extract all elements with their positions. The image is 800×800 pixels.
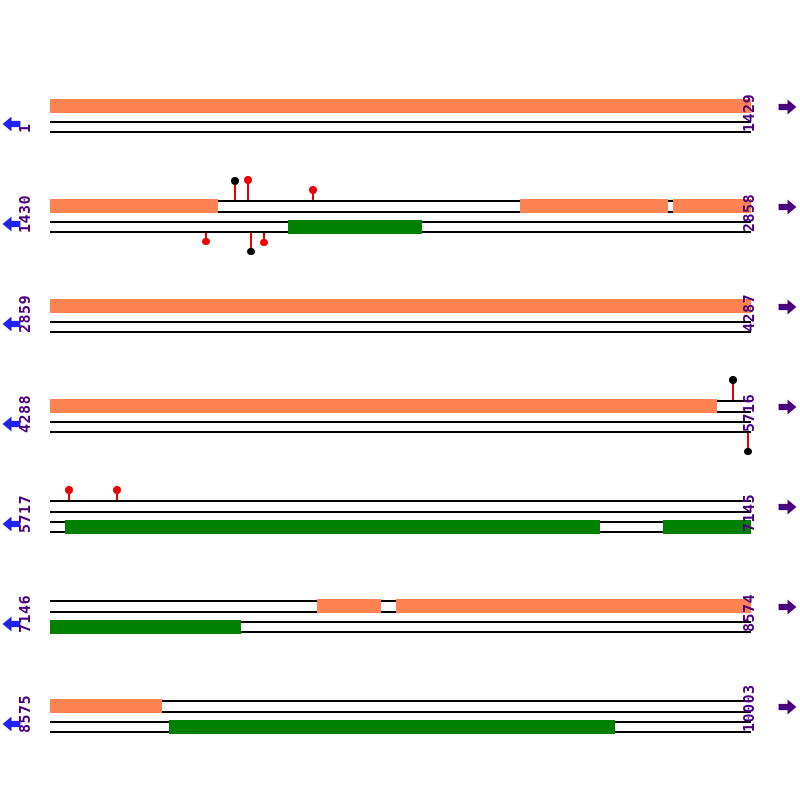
orf-reverse-segment[interactable]: [288, 219, 422, 234]
orf-forward-segment[interactable]: [50, 298, 751, 313]
forward-track-line: [50, 700, 751, 702]
left-strand-arrow-icon[interactable]: [2, 516, 21, 532]
row-start-coordinate: 4288: [16, 394, 34, 433]
marker-stem: [247, 180, 249, 200]
orf-forward-segment[interactable]: [50, 398, 717, 413]
orf-reverse-segment[interactable]: [65, 519, 600, 534]
left-strand-arrow-icon[interactable]: [2, 616, 21, 632]
site-marker-dot[interactable]: [65, 486, 73, 494]
marker-stem: [205, 232, 207, 242]
row-start-coordinate: 2859: [16, 294, 34, 333]
forward-track-line: [50, 511, 751, 513]
marker-stem: [263, 232, 265, 243]
site-marker-dot[interactable]: [244, 176, 252, 184]
orf-forward-segment[interactable]: [50, 98, 751, 113]
marker-stem: [116, 490, 118, 500]
right-strand-arrow-icon[interactable]: [778, 598, 797, 615]
row-end-coordinate: 1429: [740, 93, 758, 132]
row-start-coordinate: 5717: [16, 494, 34, 533]
left-strand-arrow-icon[interactable]: [2, 416, 21, 432]
orf-forward-segment[interactable]: [673, 198, 751, 213]
site-marker-dot[interactable]: [113, 486, 121, 494]
marker-stem: [747, 432, 749, 452]
orf-forward-segment[interactable]: [396, 598, 751, 613]
orf-reverse-segment[interactable]: [50, 619, 241, 634]
site-marker-dot[interactable]: [729, 376, 737, 384]
forward-track-line: [50, 211, 751, 213]
reverse-track-line: [50, 631, 751, 633]
row-end-coordinate: 4287: [740, 293, 758, 332]
reverse-track-line: [50, 121, 751, 123]
left-strand-arrow-icon[interactable]: [2, 316, 21, 332]
reverse-track-line: [50, 431, 751, 433]
row-start-coordinate: 1: [16, 123, 34, 133]
site-marker-dot[interactable]: [744, 447, 752, 456]
site-marker-dot[interactable]: [202, 237, 210, 246]
row-start-coordinate: 7146: [16, 594, 34, 633]
orf-reverse-segment[interactable]: [663, 519, 751, 534]
right-strand-arrow-icon[interactable]: [778, 698, 797, 715]
marker-stem: [732, 380, 734, 400]
row-end-coordinate: 10003: [740, 684, 758, 732]
left-strand-arrow-icon[interactable]: [2, 716, 21, 732]
forward-track-line: [50, 500, 751, 502]
site-marker-dot[interactable]: [309, 186, 317, 194]
reverse-track-line: [50, 331, 751, 333]
reverse-track-line: [50, 131, 751, 133]
orf-forward-segment[interactable]: [50, 198, 218, 213]
right-strand-arrow-icon[interactable]: [778, 98, 797, 115]
marker-stem: [234, 181, 236, 200]
site-marker-dot[interactable]: [247, 247, 255, 256]
left-strand-arrow-icon[interactable]: [2, 216, 21, 232]
row-end-coordinate: 8574: [740, 593, 758, 632]
reverse-track-line: [50, 621, 751, 623]
row-end-coordinate: 2858: [740, 193, 758, 232]
marker-stem: [68, 490, 70, 500]
forward-track-line: [50, 711, 751, 713]
marker-stem: [250, 232, 252, 252]
right-strand-arrow-icon[interactable]: [778, 398, 797, 415]
orf-reverse-segment[interactable]: [169, 719, 615, 734]
reverse-track-line: [50, 421, 751, 423]
row-start-coordinate: 1430: [16, 194, 34, 233]
site-marker-dot[interactable]: [260, 238, 268, 247]
orf-forward-segment[interactable]: [50, 698, 162, 713]
right-strand-arrow-icon[interactable]: [778, 498, 797, 515]
left-strand-arrow-icon[interactable]: [2, 116, 21, 132]
reverse-track-line: [50, 321, 751, 323]
row-start-coordinate: 8575: [16, 694, 34, 733]
right-strand-arrow-icon[interactable]: [778, 298, 797, 315]
row-end-coordinate: 7145: [740, 493, 758, 532]
right-strand-arrow-icon[interactable]: [778, 198, 797, 215]
marker-stem: [312, 190, 314, 200]
orf-forward-segment[interactable]: [317, 598, 381, 613]
row-end-coordinate: 5716: [740, 393, 758, 432]
site-marker-dot[interactable]: [231, 177, 239, 185]
orf-forward-segment[interactable]: [520, 198, 668, 213]
forward-track-line: [50, 200, 751, 202]
